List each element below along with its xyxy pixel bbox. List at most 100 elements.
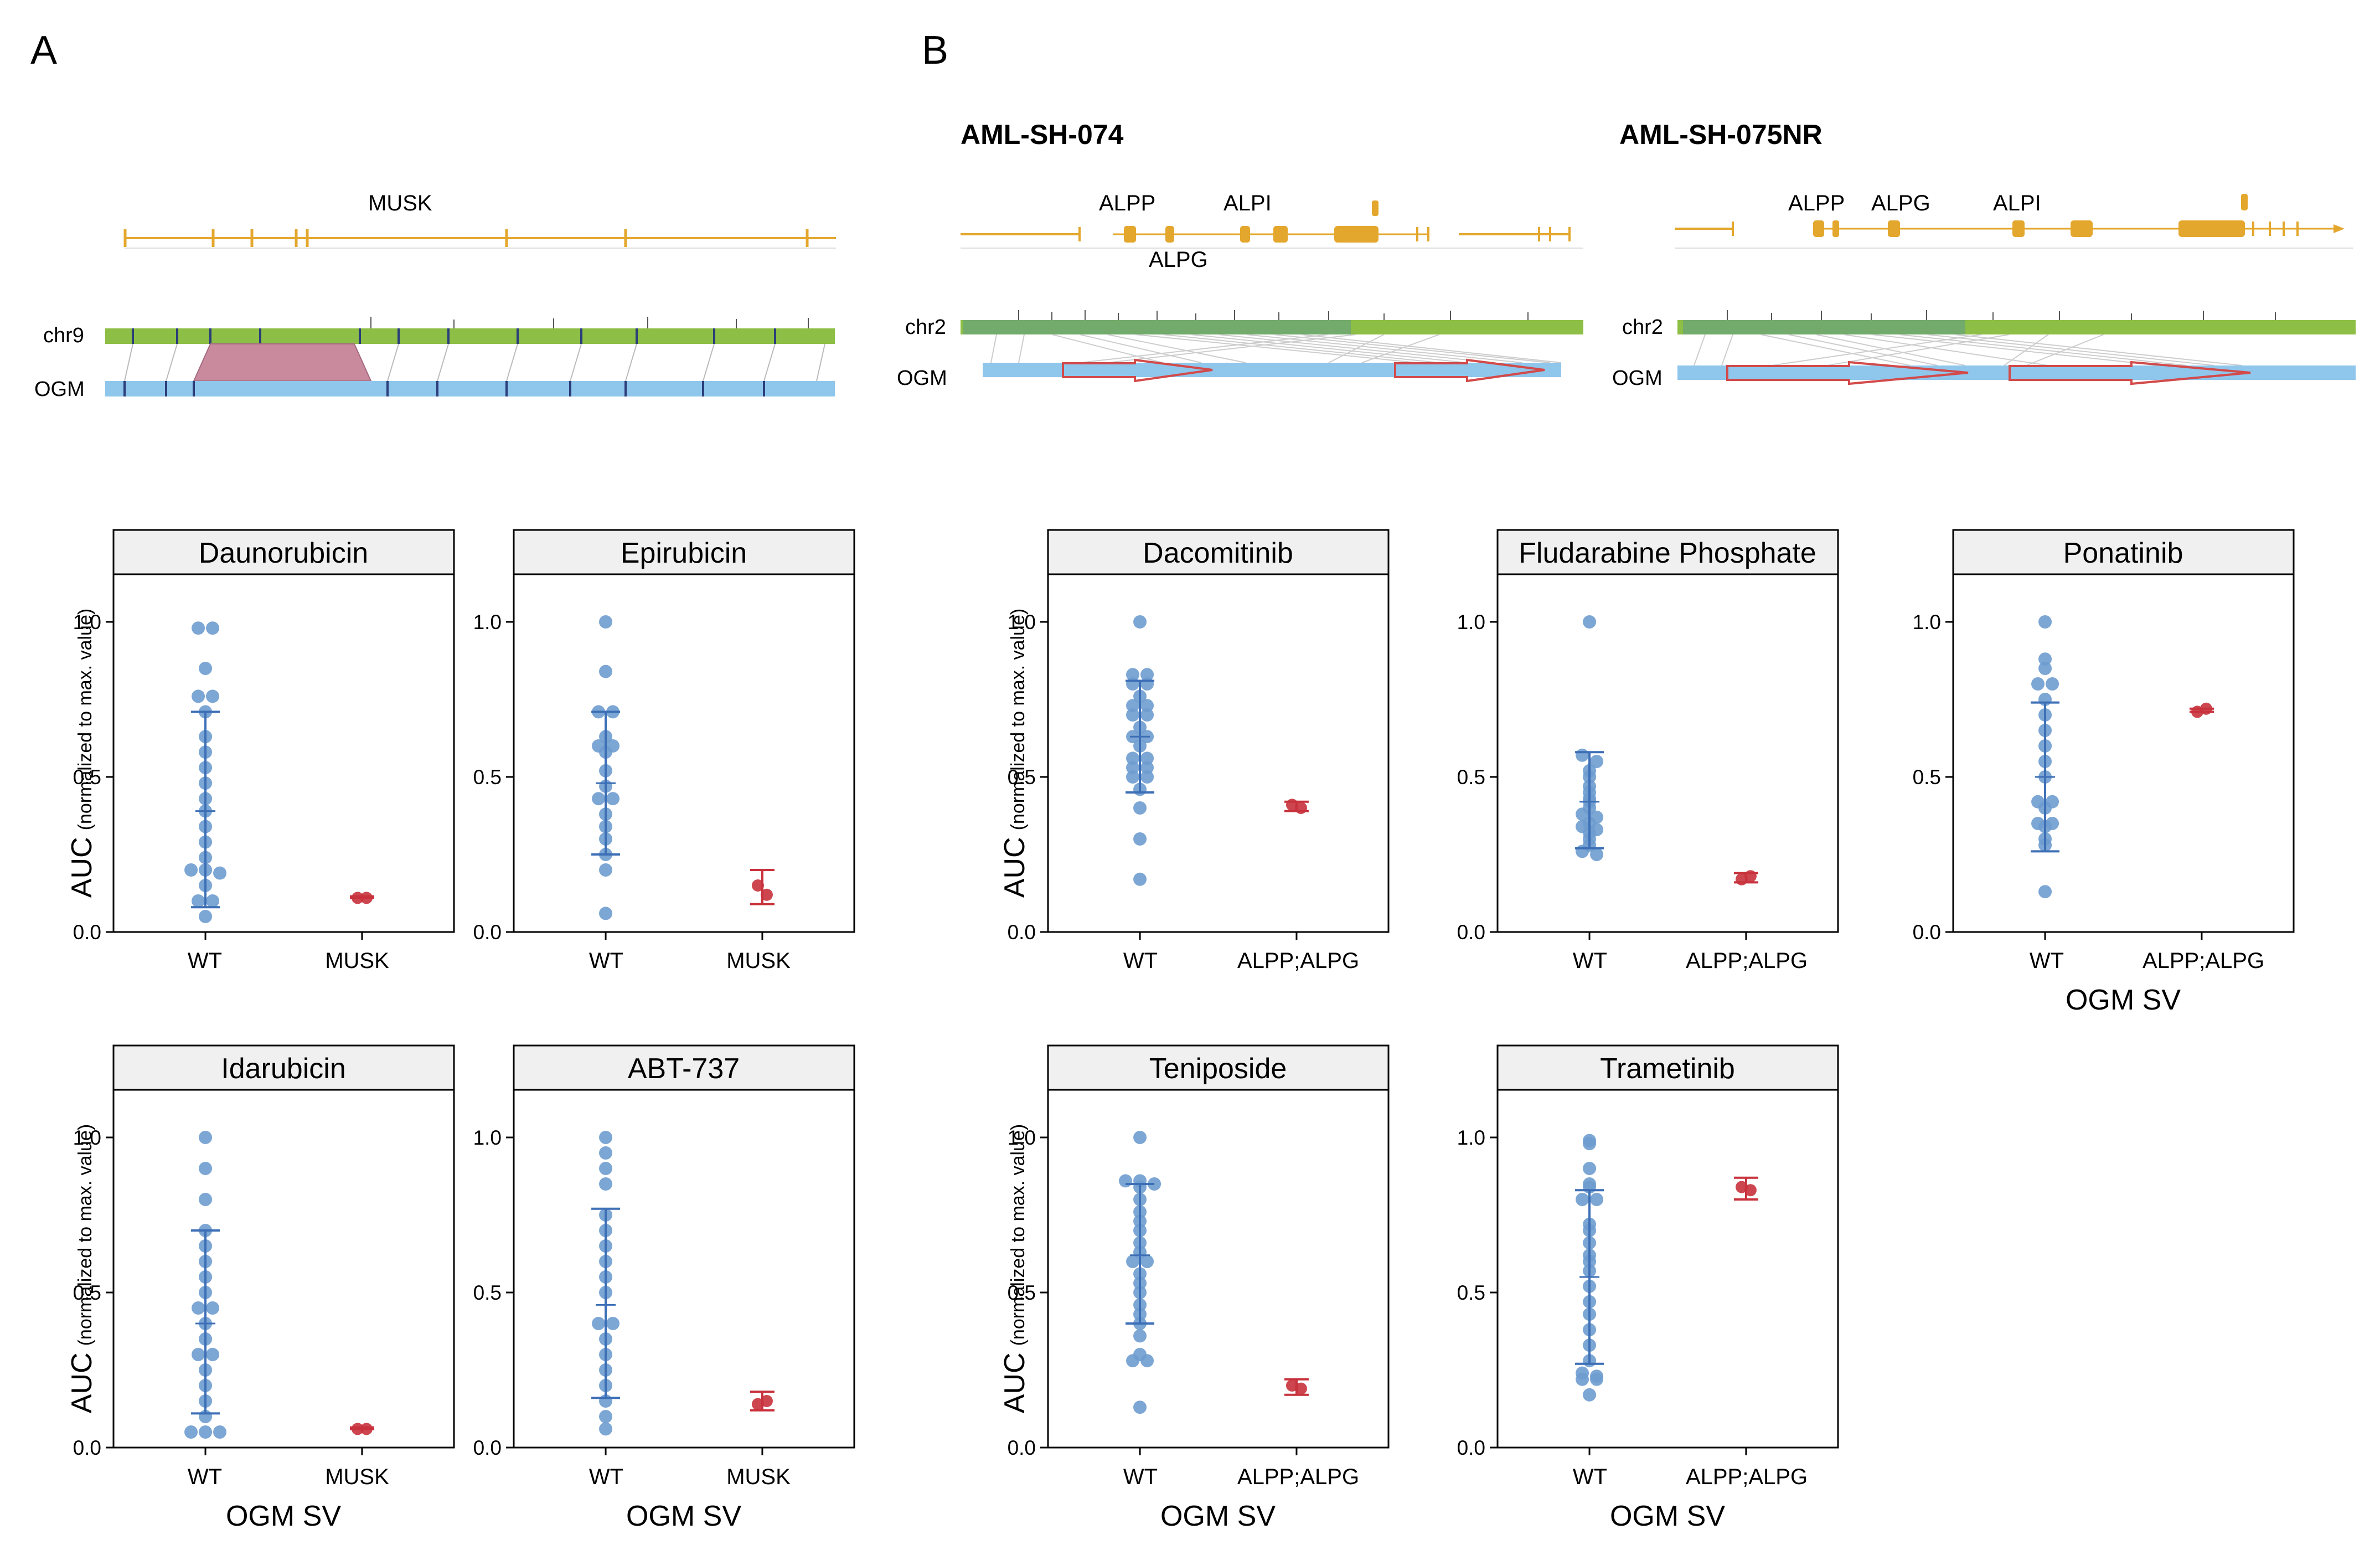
wt-point <box>2038 652 2052 666</box>
wt-point <box>599 665 613 678</box>
wt-point <box>1140 668 1154 682</box>
wt-point <box>1576 1372 1589 1386</box>
panel-ponatinib: Ponatinib 0.0 0.5 1.0 WT ALPP;ALPG <box>1913 529 2295 973</box>
y-axis-sub: (normalized to max. value) <box>75 609 96 831</box>
wt-point <box>1133 1400 1147 1414</box>
genome-view-sample-1: AML-SH-074 ALPP ALPI ALPG chr2 <box>897 119 1583 390</box>
strip-title: Idarubicin <box>221 1053 345 1085</box>
wt-point <box>1126 751 1140 765</box>
panel-epirubicin: Epirubicin 0.0 0.5 1.0 WT MUSK <box>473 529 855 973</box>
wt-point <box>192 1301 205 1315</box>
y-axis-sub: (normalized to max. value) <box>75 1124 96 1346</box>
y-tick-label: 1.0 <box>73 611 101 634</box>
y-tick-label: 0.5 <box>473 766 502 789</box>
y-axis-main: AUC <box>999 1352 1031 1413</box>
y-tick-label: 0.5 <box>1008 1281 1036 1304</box>
wt-point <box>1576 748 1589 762</box>
x-axis-title-ponatinib: OGM SV <box>2066 984 2181 1016</box>
panel-abt-737: ABT-737 0.0 0.5 1.0 WT MUSK <box>473 1044 855 1489</box>
y-tick-label: 0.0 <box>1457 1436 1485 1459</box>
strip-title: Teniposide <box>1149 1053 1287 1085</box>
x-category-mut: MUSK <box>726 949 791 973</box>
y-tick-label: 1.0 <box>1457 1126 1485 1149</box>
wt-point <box>184 1425 198 1439</box>
panel-fludarabine-phosphate: Fludarabine Phosphate 0.0 0.5 1.0 WT ALPP;… <box>1457 529 1839 973</box>
x-category-wt: WT <box>589 949 623 973</box>
wt-point <box>599 1410 613 1423</box>
mut-point <box>751 879 764 892</box>
wt-point <box>206 1301 220 1315</box>
strip-title: ABT-737 <box>628 1053 740 1085</box>
wt-point <box>184 863 198 877</box>
track-label-chr2-1: chr2 <box>905 316 946 339</box>
svg-text:AUC(normalized to max. value): AUC (normalized to max. value) <box>999 609 1031 898</box>
wt-point <box>1590 1193 1604 1206</box>
y-tick-label: 0.5 <box>1008 766 1036 789</box>
wt-point <box>2038 885 2052 899</box>
mut-point <box>760 1395 773 1407</box>
y-axis-main: AUC <box>66 837 98 898</box>
wt-point <box>199 1131 213 1144</box>
chr9-track <box>105 328 835 344</box>
dup-arrow-1a <box>1062 358 1213 383</box>
wt-point <box>599 907 613 920</box>
wt-point <box>199 1162 213 1175</box>
wt-point <box>1126 668 1140 682</box>
x-category-wt: WT <box>1123 1465 1158 1489</box>
wt-point <box>1126 1255 1140 1268</box>
mut-point <box>1294 1382 1307 1395</box>
y-tick-label: 0.5 <box>1457 766 1485 789</box>
y-tick-label: 0.5 <box>1457 1281 1485 1304</box>
panel-daunorubicin: Daunorubicin 0.0 0.5 1.0 WT MUSK <box>73 529 455 973</box>
x-axis-title-b-left: OGM SV <box>1160 1500 1276 1532</box>
y-tick-label: 0.5 <box>73 1281 101 1304</box>
wt-point <box>192 894 205 908</box>
x-axis-title-b-right: OGM SV <box>1610 1500 1725 1532</box>
wt-point <box>192 621 205 635</box>
panel-label-b: B <box>922 28 948 73</box>
track-label-ogm-a: OGM <box>34 378 85 401</box>
wt-point <box>1583 615 1597 629</box>
y-tick-label: 1.0 <box>1008 611 1036 634</box>
wt-point <box>1133 615 1147 629</box>
track-label-ogm-2: OGM <box>1612 367 1663 390</box>
wt-point <box>1590 1372 1604 1386</box>
wt-point <box>599 1162 613 1175</box>
wt-point <box>2031 677 2045 691</box>
ogm-track-1 <box>983 363 1561 377</box>
wt-point <box>199 910 213 923</box>
wt-point <box>192 689 205 703</box>
wt-point <box>606 792 620 806</box>
wt-point <box>1133 872 1147 886</box>
y-axis-sub: (normalized to max. value) <box>1008 609 1029 831</box>
y-tick-label: 0.0 <box>473 1436 502 1459</box>
wt-point <box>1576 807 1589 821</box>
y-tick-label: 1.0 <box>1457 611 1485 634</box>
y-axis-main: AUC <box>999 837 1031 898</box>
y-tick-label: 0.5 <box>473 1281 502 1304</box>
strip-title: Fludarabine Phosphate <box>1519 537 1816 569</box>
y-tick-label: 0.5 <box>1913 766 1941 789</box>
wt-point <box>592 1317 606 1330</box>
wt-point <box>1126 677 1140 691</box>
wt-point <box>1133 832 1147 846</box>
wt-point <box>1133 1329 1147 1343</box>
mut-point <box>1744 1184 1757 1197</box>
strip-title: Epirubicin <box>621 537 747 569</box>
mut-point <box>351 1423 364 1435</box>
genome-view-musk: MUSK chr9 <box>34 191 836 401</box>
y-axis-title-b-bottom: AUC (normalized to max. value) <box>999 1124 1031 1413</box>
ogm-track-a <box>105 381 835 396</box>
y-tick-label: 0.0 <box>73 921 101 944</box>
y-tick-label: 0.0 <box>73 1436 101 1459</box>
y-tick-label: 0.0 <box>1008 1436 1036 1459</box>
panel-idarubicin: Idarubicin 0.0 0.5 1.0 WT MUSK <box>73 1044 455 1489</box>
y-tick-label: 0.0 <box>473 921 502 944</box>
y-tick-label: 0.5 <box>73 766 101 789</box>
wt-point <box>599 1177 613 1191</box>
y-axis-title-a-top: AUC (normalized to max. value) <box>66 609 98 898</box>
panel-trametinib: Trametinib 0.0 0.5 1.0 WT ALPP;ALPG <box>1457 1044 1839 1489</box>
mut-point <box>1294 802 1307 814</box>
mut-point <box>1744 870 1757 883</box>
